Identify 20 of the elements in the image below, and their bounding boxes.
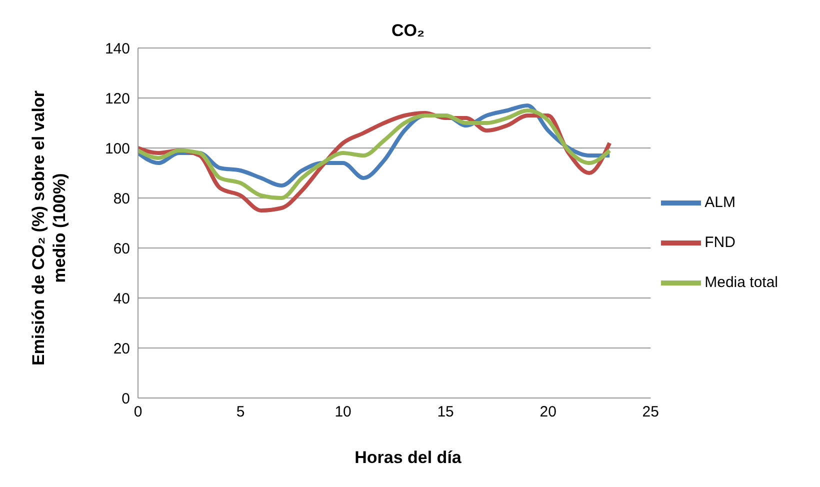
y-axis-title: Emisión de CO₂ (%) sobre el valor medio (100%) xyxy=(29,90,69,366)
x-axis-title: Horas del día xyxy=(354,448,462,467)
x-tick-label: 0 xyxy=(134,404,142,421)
chart-title: CO₂ xyxy=(391,21,425,40)
y-tick-label: 100 xyxy=(104,140,130,158)
y-tick-label: 120 xyxy=(104,90,130,108)
legend-label: ALM xyxy=(704,194,736,211)
y-tick-label: 0 xyxy=(122,390,130,408)
y-tick-label: 60 xyxy=(113,240,130,258)
legend-label: FND xyxy=(704,234,736,251)
x-tick-label: 20 xyxy=(540,404,556,421)
legend-label: Media total xyxy=(704,274,778,291)
y-tick-label: 20 xyxy=(113,340,130,358)
y-tick-label: 80 xyxy=(113,190,130,208)
x-tick-label: 15 xyxy=(437,404,454,421)
y-tick-label: 140 xyxy=(104,40,130,58)
x-tick-label: 25 xyxy=(642,404,659,421)
y-tick-label: 40 xyxy=(113,290,130,308)
x-tick-label: 5 xyxy=(236,404,245,421)
x-tick-label: 10 xyxy=(334,404,352,421)
